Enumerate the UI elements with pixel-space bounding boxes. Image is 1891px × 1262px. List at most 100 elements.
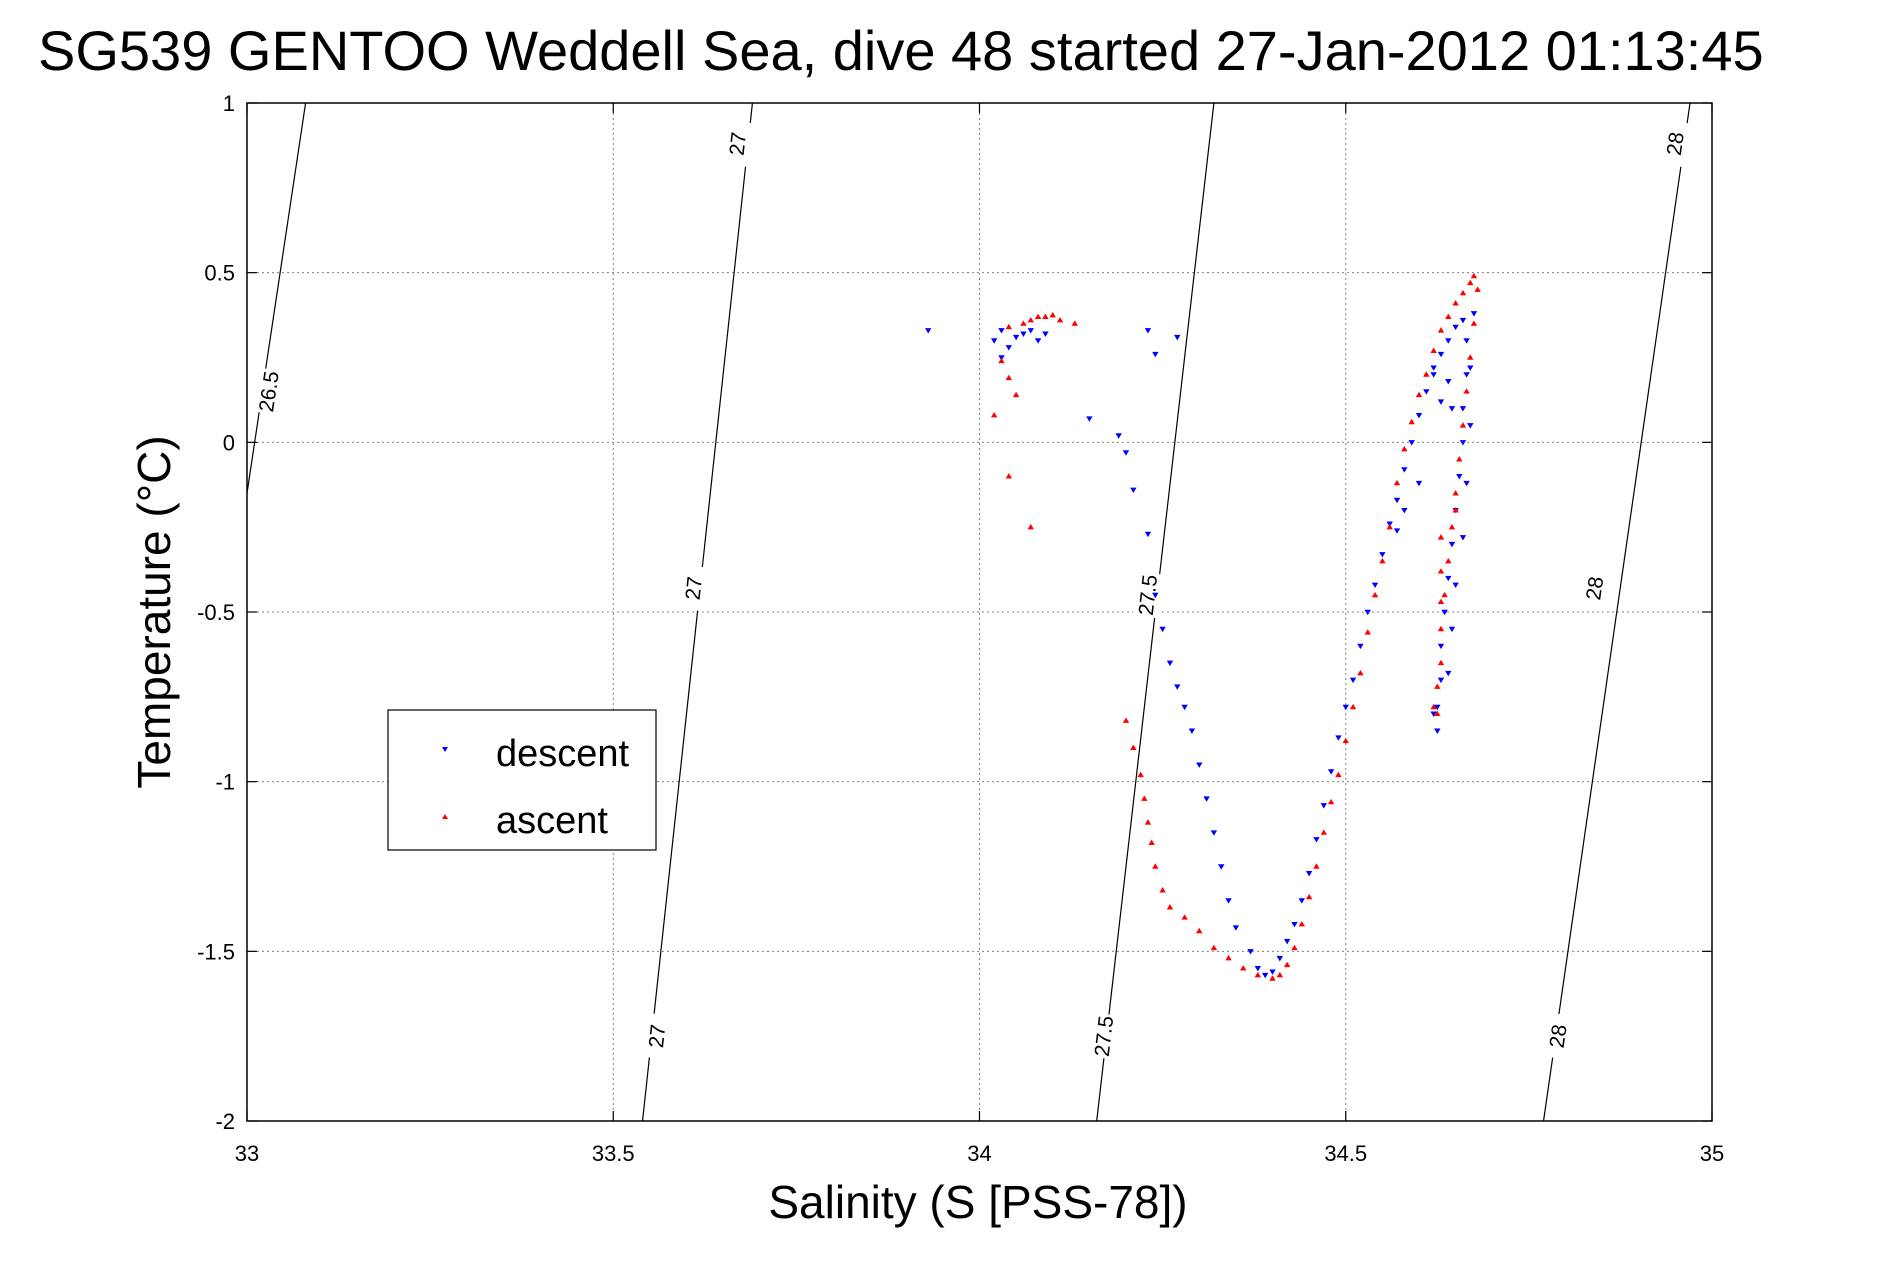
descent-point: [1423, 389, 1430, 395]
descent-point: [1434, 728, 1441, 734]
descent-point: [1437, 643, 1445, 650]
density-contour-label-bg: [641, 1012, 673, 1060]
ascent-point: [1327, 798, 1335, 805]
descent-point: [1452, 324, 1459, 331]
descent-point: [1269, 969, 1276, 975]
descent-point: [1448, 626, 1456, 633]
descent-point: [1320, 803, 1327, 809]
legend-box: [387, 709, 657, 851]
ascent-point: [1393, 479, 1401, 486]
density-contour-line: [641, 102, 754, 1122]
ascent-point: [1415, 391, 1423, 398]
ascent-point: [1196, 927, 1203, 934]
descent-point: [1276, 955, 1284, 962]
descent-point: [1152, 351, 1159, 358]
descent-point: [1401, 467, 1408, 473]
ascent-point: [1335, 771, 1342, 778]
ascent-point: [1005, 374, 1012, 381]
ascent-point: [1349, 703, 1357, 710]
descent-point: [1166, 660, 1174, 667]
ascent-point: [1005, 473, 1012, 479]
descent-point: [1254, 966, 1262, 972]
ascent-point: [1379, 557, 1386, 564]
descent-point: [1020, 331, 1027, 337]
descent-point: [1012, 334, 1020, 341]
descent-point: [1042, 331, 1049, 337]
descent-point: [1027, 328, 1034, 334]
descent-point: [1210, 830, 1218, 836]
ascent-point: [998, 357, 1005, 364]
ascent-point: [990, 411, 998, 418]
density-contour-label: 28: [1582, 575, 1608, 601]
ascent-point: [1056, 316, 1064, 323]
ascent-point: [1456, 456, 1463, 462]
ascent-point: [1386, 523, 1393, 530]
ascent-point: [1430, 703, 1437, 710]
density-contour-label-bg: [252, 367, 286, 416]
descent-point: [1470, 311, 1478, 317]
x-tick-label: 33: [235, 1141, 259, 1166]
density-contour-label-bg: [1659, 120, 1692, 168]
ascent-point: [1445, 557, 1452, 564]
descent-point: [1144, 531, 1152, 538]
legend-marker-descent: [442, 747, 448, 752]
ascent-point: [1437, 327, 1445, 333]
descent-point: [1445, 575, 1452, 582]
descent-point: [1430, 365, 1437, 371]
ascent-point: [1437, 598, 1445, 605]
density-contour-label: 27: [682, 575, 707, 601]
ascent-point: [1445, 313, 1452, 320]
descent-point: [1393, 497, 1401, 504]
ascent-point: [1027, 316, 1034, 323]
descent-point: [1448, 406, 1456, 412]
ascent-point: [1042, 313, 1049, 320]
descent-point: [925, 328, 932, 334]
descent-point: [1445, 379, 1452, 385]
descent-point: [1159, 626, 1166, 633]
descent-point: [1430, 711, 1437, 717]
ascent-point: [1159, 887, 1166, 893]
y-tick-label: 0.5: [204, 261, 235, 286]
descent-point: [1349, 677, 1357, 684]
ascent-point: [1371, 591, 1379, 598]
density-contour-label: 28: [1663, 131, 1689, 157]
ascent-point: [1034, 313, 1042, 320]
legend-label-ascent: ascent: [496, 800, 608, 842]
ascent-point: [1152, 863, 1159, 869]
ascent-point: [1470, 272, 1478, 279]
descent-point: [1144, 328, 1152, 334]
descent-point: [1196, 762, 1203, 768]
ascent-point: [1276, 971, 1284, 978]
ascent-point: [1441, 591, 1448, 598]
ascent-point: [1225, 954, 1232, 961]
ascent-point: [1430, 347, 1437, 353]
descent-point: [1467, 365, 1474, 371]
density-contour-label: 27: [645, 1023, 670, 1049]
ascent-point: [1181, 914, 1188, 920]
y-tick-label: -1.5: [197, 939, 235, 964]
chart-title: SG539 GENTOO Weddell Sea, dive 48 starte…: [38, 19, 1764, 82]
y-axis-label: Temperature (°C): [128, 435, 180, 788]
descent-point: [1335, 735, 1342, 741]
ascent-point: [1452, 490, 1459, 496]
descent-point: [1371, 582, 1379, 589]
descent-point: [1261, 972, 1269, 979]
descent-point: [1463, 338, 1470, 344]
descent-point: [1459, 535, 1467, 541]
ascent-point: [1437, 659, 1445, 666]
ascent-point: [1166, 904, 1174, 910]
descent-point: [1357, 643, 1364, 650]
ascent-point: [1141, 795, 1148, 801]
descent-point: [1437, 399, 1445, 405]
descent-point: [1456, 474, 1463, 480]
y-tick-label: 0: [223, 430, 235, 455]
axis-ticks: 33 33.5 34 34.5 35 -2 -1.5 -1 -0.5 0 0.5 1: [197, 91, 1724, 1166]
ascent-point: [1012, 391, 1020, 398]
ascent-point: [1313, 863, 1320, 869]
ascent-point: [1071, 320, 1078, 326]
descent-point: [1342, 704, 1349, 711]
grid: [247, 103, 1712, 1121]
density-contour-label-bg: [1088, 1012, 1120, 1060]
descent-point: [1232, 925, 1240, 931]
